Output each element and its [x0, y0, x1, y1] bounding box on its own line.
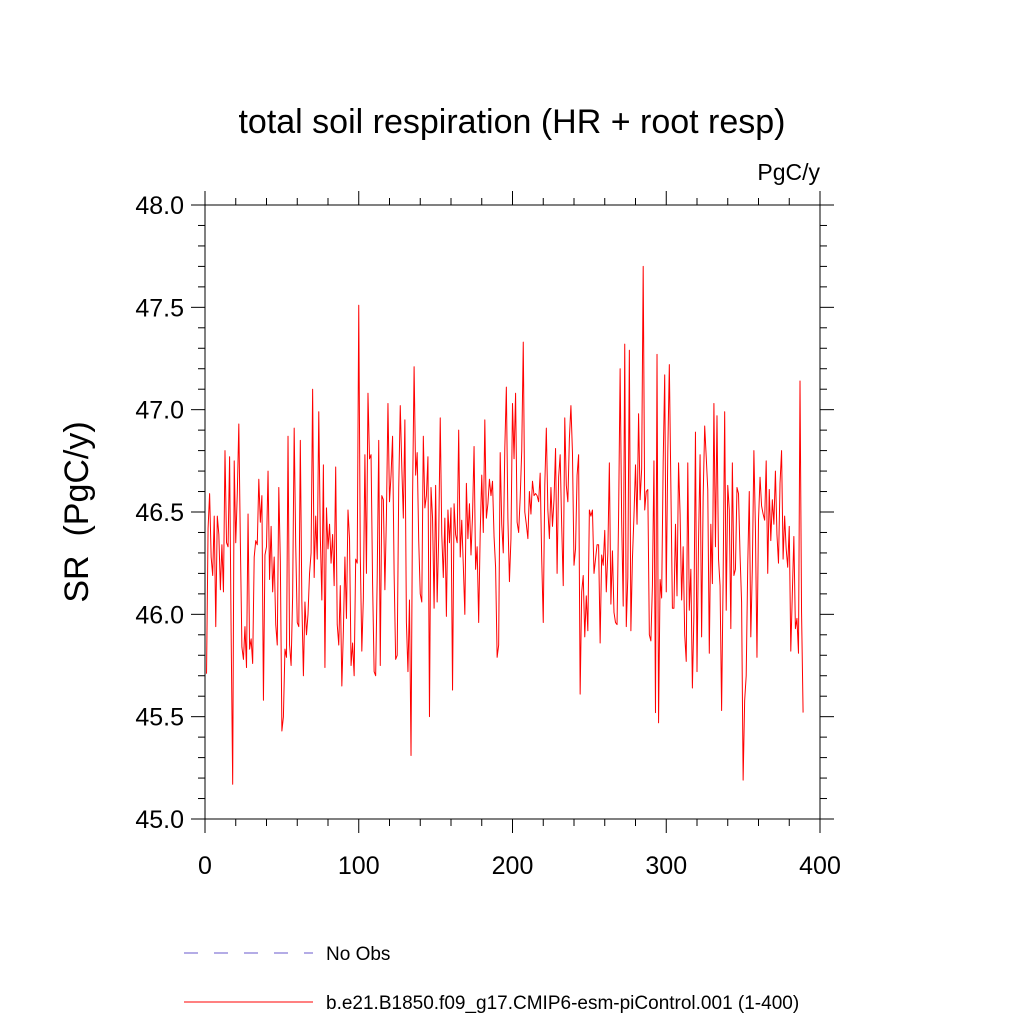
y-tick-label: 47.5 — [135, 294, 184, 322]
y-tick-label: 47.0 — [135, 397, 184, 425]
x-axis: 0 100 200 300 400 — [198, 191, 841, 880]
y-tick-label: 46.0 — [135, 601, 184, 629]
legend-label-model: b.e21.B1850.f09_g17.CMIP6-esm-piControl.… — [326, 993, 799, 1014]
x-tick-label: 200 — [492, 852, 534, 880]
units-label: PgC/y — [757, 159, 820, 185]
legend-label-no-obs: No Obs — [326, 944, 390, 965]
y-tick-label: 45.5 — [135, 704, 184, 732]
y-axis: 45.0 45.5 46.0 46.5 47.0 47.5 48.0 — [135, 192, 834, 834]
x-tick-label: 100 — [338, 852, 380, 880]
y-tick-label: 45.0 — [135, 806, 184, 834]
series-line — [206, 265, 804, 785]
y-axis-label: SR (PgC/y) — [58, 421, 96, 602]
x-tick-label: 0 — [198, 852, 212, 880]
y-tick-label: 48.0 — [135, 192, 184, 220]
y-tick-label: 46.5 — [135, 499, 184, 527]
series-layer — [206, 265, 804, 785]
x-tick-label: 300 — [645, 852, 687, 880]
chart-title: total soil respiration (HR + root resp) — [238, 103, 785, 141]
x-tick-label: 400 — [799, 852, 841, 880]
legend: No Obs b.e21.B1850.f09_g17.CMIP6-esm-piC… — [184, 944, 799, 1014]
